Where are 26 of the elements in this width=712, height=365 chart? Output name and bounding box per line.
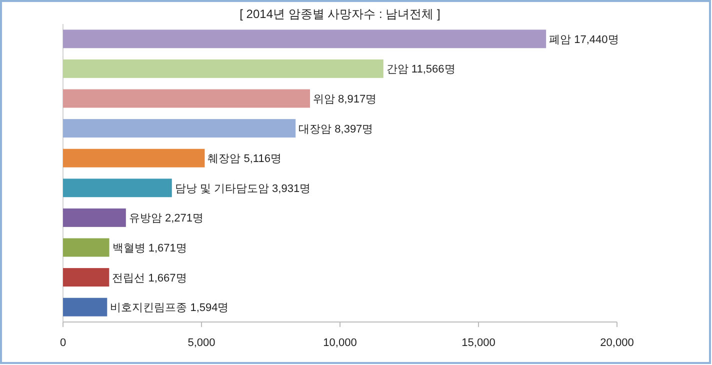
- bar: [63, 208, 126, 227]
- category-label: 폐암 17,440명: [549, 34, 619, 46]
- category-label: 전립선 1,667명: [112, 272, 187, 284]
- bar: [63, 119, 296, 138]
- category-label: 비호지킨림프종 1,594명: [110, 302, 229, 314]
- category-label: 간암 11,566명: [386, 64, 456, 76]
- category-label: 췌장암 5,116명: [208, 153, 282, 166]
- x-tick-label: 15,000: [462, 337, 496, 349]
- category-label: 백혈병 1,671명: [112, 242, 187, 254]
- bar: [63, 89, 310, 108]
- bar: [63, 30, 546, 48]
- x-tick-label: 0: [60, 337, 66, 349]
- x-tick-label: 10,000: [323, 337, 357, 349]
- bar: [63, 268, 110, 287]
- category-label: 유방암 2,271명: [128, 212, 204, 225]
- bar: [63, 298, 108, 316]
- bar: [63, 178, 172, 198]
- x-tick-label: 20,000: [600, 337, 634, 349]
- bar: [63, 148, 205, 168]
- category-label: 위암 8,917명: [313, 94, 377, 106]
- chart-title: [ 2014년 암종별 사망자수 : 남녀전체 ]: [240, 7, 440, 21]
- bar: [63, 238, 110, 257]
- x-tick-label: 5,000: [188, 337, 216, 349]
- category-label: 대장암 8,397명: [298, 123, 374, 136]
- bar: [63, 59, 384, 78]
- category-label: 담낭 및 기타담도암 3,931명: [174, 182, 311, 195]
